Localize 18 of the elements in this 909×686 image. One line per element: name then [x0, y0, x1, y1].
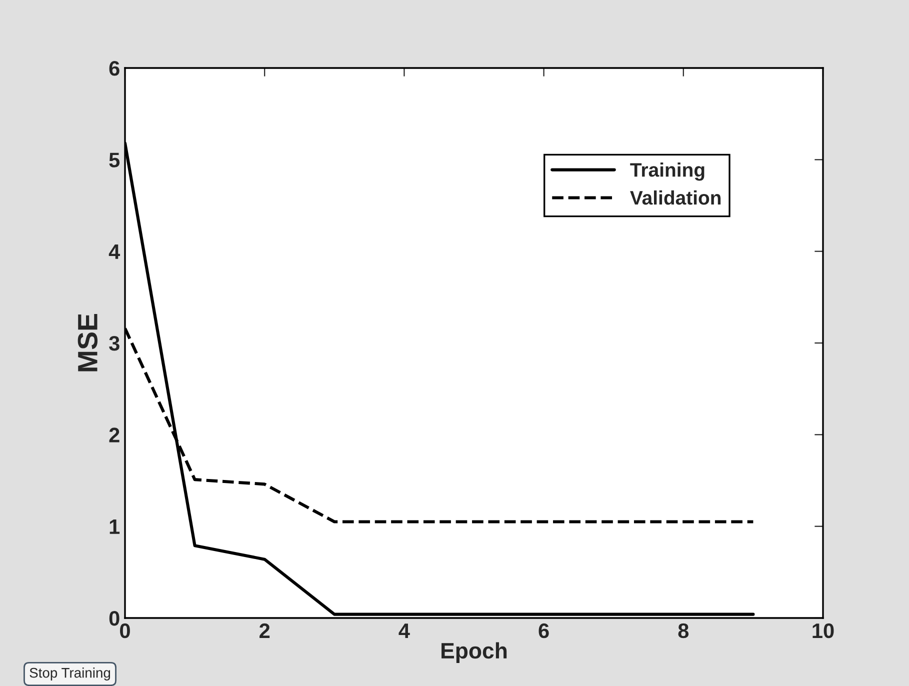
y-tick-label: 6 [109, 61, 120, 76]
y-tick-label: 3 [109, 336, 120, 351]
text: Stop Training [30, 668, 110, 680]
y-tick-label: 1 [110, 520, 120, 534]
x-tick-label: 8 [678, 623, 689, 638]
y-axis-title: MSE [78, 314, 98, 372]
x-axis-title: Epoch [442, 642, 507, 663]
x-tick-label: 6 [538, 623, 549, 638]
x-tick-label: 4 [398, 624, 410, 638]
x-tick-label: 10 [812, 623, 834, 638]
y-tick-label: 4 [108, 244, 120, 259]
y-tick-label: 2 [109, 428, 120, 442]
y-tick-label: 5 [109, 152, 120, 168]
legend-label: Training [630, 162, 704, 181]
y-tick-label: 0 [109, 611, 120, 626]
x-tick-label: 0 [120, 623, 130, 638]
x-tick-label: 2 [260, 623, 270, 638]
legend-label: Validation [630, 190, 721, 205]
